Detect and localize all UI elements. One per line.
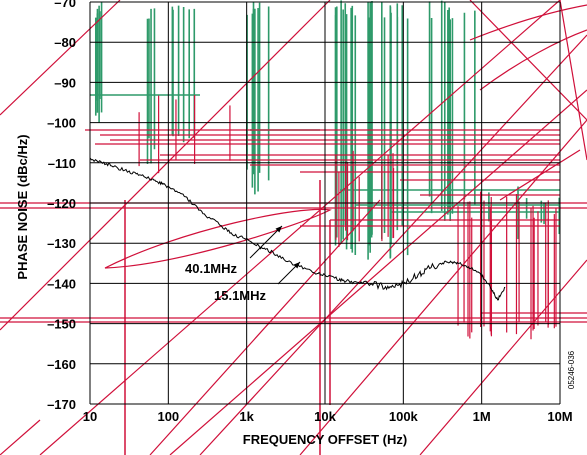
y-tick-label: –90 (54, 75, 76, 90)
y-tick-label: –140 (47, 276, 76, 291)
annotation-arrowhead (275, 226, 282, 233)
red-overlay-line (499, 149, 581, 201)
y-tick-label: –80 (54, 35, 76, 50)
annotation-label: 15.1MHz (214, 288, 267, 303)
x-axis-title: FREQUENCY OFFSET (Hz) (243, 432, 407, 447)
red-overlay-line (559, 0, 587, 161)
y-tick-label: –100 (47, 116, 76, 131)
y-tick-label: –130 (47, 236, 76, 251)
series-line-40-1mhz (90, 157, 506, 301)
x-tick-label: 10k (314, 409, 336, 424)
annotations: 40.1MHz 15.1MHz (185, 225, 301, 303)
annotation-label: 40.1MHz (185, 261, 238, 276)
red-overlay-line (199, 34, 587, 455)
annotation-arrowhead (293, 262, 300, 269)
red-overlay-line (0, 0, 121, 116)
red-overlay-line (0, 419, 41, 455)
x-tick-label: 10 (83, 409, 97, 424)
x-tick-label: 100k (389, 409, 419, 424)
series-group (90, 157, 506, 301)
x-tick-label: 100 (157, 409, 179, 424)
red-overlay-curve (469, 4, 587, 91)
red-overlay-line (39, 0, 561, 455)
x-tick-label: 1M (473, 409, 491, 424)
y-tick-label: –150 (47, 317, 76, 332)
annotation-arrow (249, 225, 283, 259)
red-overlay-line (0, 0, 331, 331)
grid (89, 1, 561, 405)
y-tick-label: –160 (47, 357, 76, 372)
y-tick-label: –120 (47, 196, 76, 211)
figure-id-label: 05246-036 (567, 350, 576, 389)
red-overlay-line (149, 199, 381, 455)
y-tick-label: –170 (47, 397, 76, 412)
red-overlay-line (419, 259, 587, 455)
x-tick-label: 1k (239, 409, 254, 424)
y-tick-label: –70 (54, 0, 76, 10)
y-tick-label: –110 (48, 156, 76, 171)
x-tick-labels: 10 100 1k 10k 100k 1M 10M (83, 409, 573, 424)
y-axis-title: PHASE NOISE (dBc/Hz) (15, 134, 30, 279)
x-tick-label: 10M (547, 409, 572, 424)
y-tick-labels: –70 –80 –90 –100 –110 –120 –130 –140 –150 –160 –17… (47, 0, 76, 412)
red-overlay-line (169, 89, 587, 455)
red-overlay-line (469, 0, 587, 121)
red-overlay-curve (104, 208, 332, 269)
